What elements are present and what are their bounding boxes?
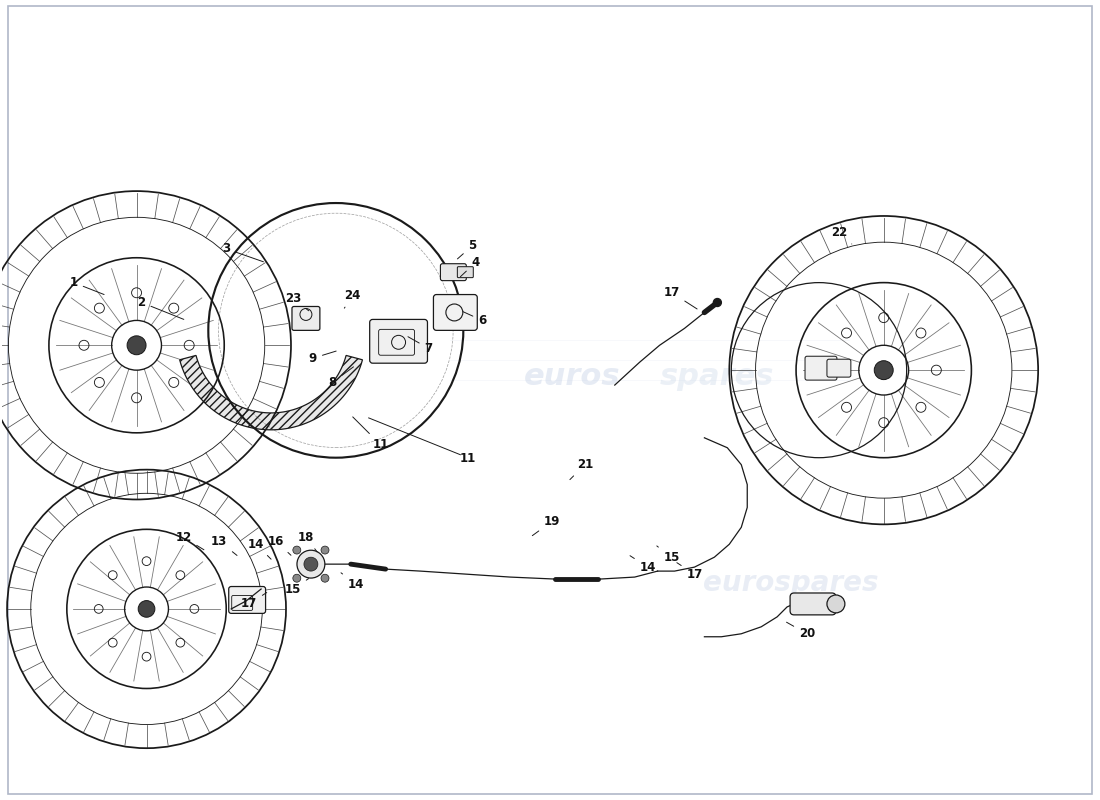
Text: 2: 2 bbox=[138, 296, 184, 319]
Text: 3: 3 bbox=[222, 242, 264, 262]
Text: 16: 16 bbox=[268, 534, 292, 555]
Circle shape bbox=[297, 550, 324, 578]
FancyBboxPatch shape bbox=[440, 264, 466, 281]
FancyBboxPatch shape bbox=[805, 356, 837, 380]
Circle shape bbox=[139, 601, 155, 618]
Text: 9: 9 bbox=[309, 351, 337, 365]
Text: 18: 18 bbox=[298, 530, 317, 552]
Text: 13: 13 bbox=[211, 534, 236, 555]
FancyBboxPatch shape bbox=[790, 593, 836, 615]
Text: 14: 14 bbox=[630, 556, 656, 574]
Circle shape bbox=[714, 298, 722, 306]
Text: spares: spares bbox=[660, 362, 774, 390]
Text: 17: 17 bbox=[663, 286, 697, 309]
Text: 6: 6 bbox=[463, 312, 486, 327]
Circle shape bbox=[128, 336, 146, 354]
FancyBboxPatch shape bbox=[229, 586, 265, 614]
FancyBboxPatch shape bbox=[292, 306, 320, 330]
Text: 15: 15 bbox=[657, 546, 680, 564]
Text: 14: 14 bbox=[341, 573, 364, 590]
Text: 21: 21 bbox=[570, 458, 593, 480]
Text: 4: 4 bbox=[461, 256, 480, 277]
Text: 11: 11 bbox=[460, 452, 476, 465]
Circle shape bbox=[293, 574, 300, 582]
Text: 5: 5 bbox=[458, 239, 476, 259]
Text: euros: euros bbox=[524, 362, 620, 390]
Polygon shape bbox=[179, 355, 363, 430]
Circle shape bbox=[321, 574, 329, 582]
Circle shape bbox=[827, 595, 845, 613]
Bar bbox=[8, 6, 1092, 794]
Text: 20: 20 bbox=[786, 622, 815, 640]
FancyBboxPatch shape bbox=[370, 319, 428, 363]
Text: 1: 1 bbox=[69, 276, 104, 294]
Text: 23: 23 bbox=[285, 292, 309, 310]
Text: 14: 14 bbox=[248, 538, 271, 559]
Circle shape bbox=[874, 361, 893, 380]
Text: 11: 11 bbox=[353, 417, 388, 451]
FancyBboxPatch shape bbox=[458, 266, 473, 278]
Text: 19: 19 bbox=[532, 515, 560, 536]
Text: 8: 8 bbox=[329, 367, 353, 389]
Text: 24: 24 bbox=[344, 289, 361, 308]
Text: 17: 17 bbox=[676, 562, 703, 581]
Circle shape bbox=[293, 546, 300, 554]
Text: 17: 17 bbox=[241, 593, 266, 610]
Text: eurospares: eurospares bbox=[703, 569, 879, 597]
FancyBboxPatch shape bbox=[433, 294, 477, 330]
Text: 22: 22 bbox=[830, 226, 851, 244]
Text: 7: 7 bbox=[408, 337, 432, 354]
Text: 15: 15 bbox=[285, 578, 309, 595]
Text: 12: 12 bbox=[175, 530, 204, 550]
FancyBboxPatch shape bbox=[827, 359, 851, 377]
Circle shape bbox=[321, 546, 329, 554]
Circle shape bbox=[304, 557, 318, 571]
